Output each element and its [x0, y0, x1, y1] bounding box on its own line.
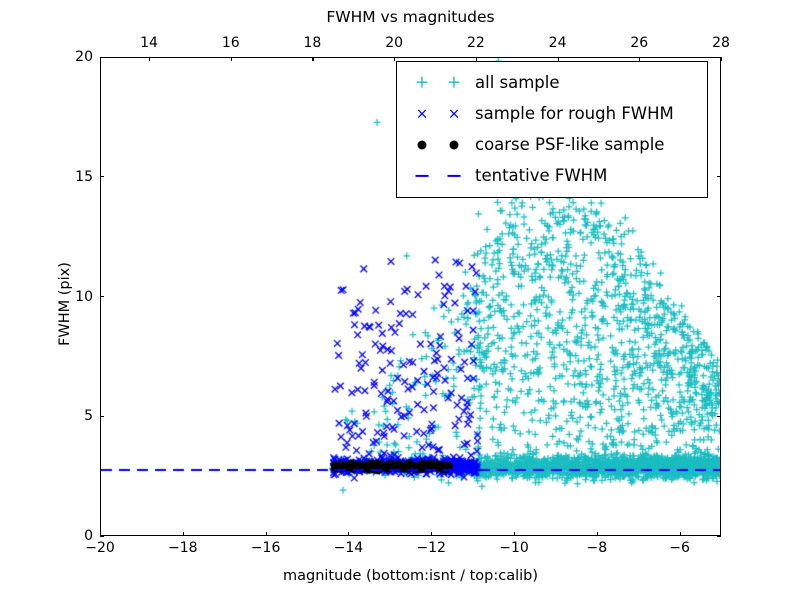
x-tick-label-top: 20 — [385, 35, 404, 51]
x-tick-label-bottom: −10 — [499, 540, 529, 556]
x-axis-label-bottom: magnitude (bottom:isnt / top:calib) — [282, 568, 538, 584]
page-title: FWHM vs magnitudes — [326, 8, 495, 26]
x-tick-label-bottom: −8 — [586, 540, 608, 556]
x-tick-mark-bottom — [182, 532, 184, 536]
y-tick-mark-right — [717, 56, 721, 58]
y-tick-mark-left — [100, 296, 104, 298]
legend-label-psf-like: coarse PSF-like sample — [475, 135, 665, 154]
legend-item-tentative-fwhm: tentative FWHM — [405, 160, 699, 191]
x-tick-label-bottom: −16 — [250, 540, 281, 556]
y-tick-mark-right — [717, 415, 721, 417]
y-tick-mark-left — [100, 176, 104, 178]
x-tick-mark-bottom — [431, 532, 433, 536]
y-tick-mark-left — [100, 56, 104, 58]
x-tick-mark-bottom — [514, 532, 516, 536]
legend-marker-tentative-fwhm — [405, 165, 471, 187]
legend-item-psf-like: coarse PSF-like sample — [405, 129, 699, 160]
y-tick-label: 20 — [75, 49, 93, 65]
x-tick-mark-bottom — [265, 532, 267, 536]
x-tick-mark-bottom — [679, 532, 681, 536]
x-tick-label-top: 26 — [630, 35, 649, 51]
x-tick-label-bottom: −12 — [416, 540, 446, 556]
legend-item-all-sample: + + all sample — [405, 67, 699, 98]
x-tick-mark-bottom — [348, 532, 350, 536]
legend-marker-rough-fwhm: × × — [415, 104, 461, 122]
y-tick-mark-right — [717, 296, 721, 298]
x-tick-label-bottom: −14 — [333, 540, 364, 556]
x-tick-mark-top — [230, 57, 232, 61]
x-tick-mark-top — [312, 57, 314, 61]
y-tick-label: 5 — [84, 408, 93, 425]
x-tick-label-bottom: −18 — [168, 540, 198, 556]
x-tick-mark-top — [557, 57, 559, 61]
x-tick-mark-bottom — [596, 532, 598, 536]
x-tick-mark-bottom — [100, 532, 102, 536]
x-tick-mark-top — [639, 57, 641, 61]
legend-label-rough-fwhm: sample for rough FWHM — [475, 104, 674, 123]
y-tick-mark-left — [100, 535, 104, 537]
x-tick-label-top: 28 — [712, 35, 730, 51]
x-tick-mark-top — [721, 57, 723, 61]
legend-label-tentative-fwhm: tentative FWHM — [475, 166, 608, 185]
y-tick-label: 10 — [75, 288, 93, 305]
legend-box[interactable]: + + all sample × × sample for rough FWHM… — [396, 61, 708, 198]
x-tick-label-top: 22 — [466, 35, 485, 51]
x-tick-mark-top — [149, 57, 151, 61]
x-tick-label-bottom: −20 — [85, 540, 115, 556]
x-tick-label-top: 16 — [221, 35, 240, 51]
x-tick-label-top: 14 — [140, 35, 158, 51]
y-tick-label: 15 — [75, 168, 93, 185]
legend-item-rough-fwhm: × × sample for rough FWHM — [405, 98, 699, 129]
y-tick-mark-right — [717, 535, 721, 537]
legend-marker-all-sample: + + — [414, 72, 462, 92]
y-tick-mark-left — [100, 415, 104, 417]
y-axis-label: FWHM (pix) — [57, 262, 73, 346]
y-tick-label: 0 — [84, 528, 93, 544]
legend-marker-psf-like — [405, 134, 471, 156]
x-tick-mark-top — [475, 57, 477, 61]
x-tick-mark-top — [394, 57, 396, 61]
y-tick-mark-right — [717, 176, 721, 178]
x-tick-label-top: 18 — [303, 35, 322, 51]
x-tick-label-bottom: −6 — [669, 540, 690, 556]
legend-label-all-sample: all sample — [475, 73, 560, 92]
x-tick-label-top: 24 — [548, 35, 567, 51]
